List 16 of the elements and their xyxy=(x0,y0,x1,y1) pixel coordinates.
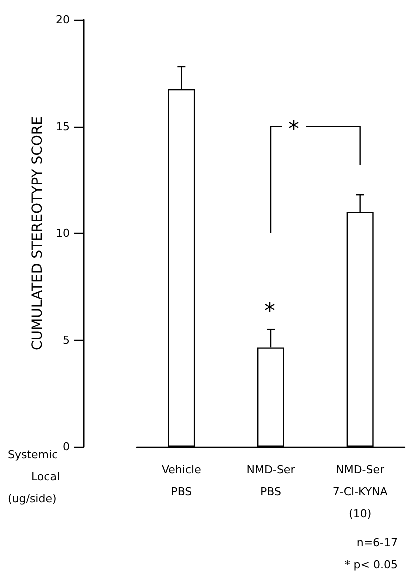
x-tick-label: NMD-Ser PBS xyxy=(246,464,296,498)
text: n=6-17 xyxy=(356,536,398,550)
y-tick-label: 20 xyxy=(56,14,70,26)
y-tick-label: 5 xyxy=(63,334,70,347)
text: Systemic xyxy=(8,448,58,462)
annotation: * xyxy=(288,118,300,142)
y-tick-label: 0 xyxy=(63,440,70,454)
y-tick-label: 15 xyxy=(56,120,70,134)
x-tick-label: Vehicle PBS xyxy=(162,464,202,498)
x-tick-label: NMD-Ser 7-Cl-KYNA (10) xyxy=(332,464,388,520)
text: * p< 0.05 xyxy=(344,558,398,572)
text: (ug/side) xyxy=(8,492,57,506)
y-tick-label: 10 xyxy=(56,227,70,240)
y-axis-title: CUMULATED STEREOTYPY SCORE xyxy=(30,116,46,350)
annotation: * xyxy=(264,300,276,324)
text: Local xyxy=(31,470,60,484)
